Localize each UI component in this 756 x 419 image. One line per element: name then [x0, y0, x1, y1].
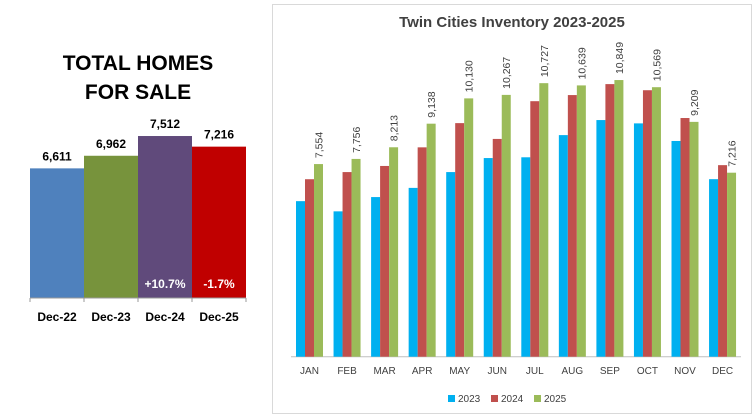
bar-JUL-2024 — [530, 101, 540, 357]
x-tick-label: SEP — [600, 366, 620, 377]
legend-label: 2024 — [501, 394, 524, 405]
bar-SEP-2023 — [596, 120, 606, 357]
x-tick-label: FEB — [337, 366, 357, 377]
bar-FEB-2024 — [342, 172, 352, 357]
x-tick-label: MAR — [373, 366, 395, 377]
data-label: 9,209 — [689, 89, 701, 115]
data-label: 10,727 — [539, 45, 551, 77]
bar-Dec-23 — [84, 155, 138, 298]
left-chart-title: FOR SALE — [85, 81, 191, 104]
bar-NOV-2023 — [671, 140, 681, 357]
x-tick-label: JUN — [488, 366, 507, 377]
bar-MAY-2023 — [446, 172, 456, 357]
legend-label: 2023 — [458, 394, 481, 405]
x-tick-label: MAY — [449, 366, 470, 377]
x-tick-label: Dec-23 — [91, 310, 131, 324]
bar-APR-2023 — [408, 187, 418, 357]
bar-OCT-2024 — [642, 90, 652, 357]
change-annotation: +10.7% — [144, 277, 185, 291]
data-label: 7,512 — [150, 117, 180, 131]
bar-MAR-2023 — [371, 197, 381, 357]
x-tick-label: DEC — [712, 366, 733, 377]
bar-JUN-2023 — [483, 158, 493, 357]
bar-Dec-25 — [192, 146, 246, 298]
x-tick-label: AUG — [562, 366, 584, 377]
bar-Dec-24 — [138, 136, 192, 298]
data-label: 10,849 — [614, 42, 626, 74]
bar-APR-2024 — [417, 147, 427, 357]
right-chart-title: Twin Cities Inventory 2023-2025 — [399, 14, 625, 31]
bar-NOV-2024 — [680, 118, 690, 357]
bar-AUG-2023 — [558, 135, 568, 357]
bar-JUL-2023 — [521, 157, 531, 357]
bar-MAY-2025 — [464, 98, 474, 357]
data-label: 6,611 — [42, 149, 72, 163]
bar-JAN-2024 — [305, 179, 314, 357]
bar-Dec-22 — [30, 168, 84, 298]
x-tick-label: Dec-25 — [199, 310, 239, 324]
bar-JUL-2025 — [539, 83, 549, 357]
bar-SEP-2024 — [605, 84, 615, 357]
bar-OCT-2023 — [633, 123, 643, 357]
bar-OCT-2025 — [651, 87, 661, 357]
bar-SEP-2025 — [614, 80, 624, 357]
bar-JAN-2023 — [296, 201, 305, 357]
legend-label: 2025 — [544, 394, 567, 405]
bar-DEC-2025 — [727, 172, 737, 357]
data-label: 10,267 — [501, 57, 513, 89]
bar-JUN-2025 — [501, 94, 511, 357]
x-tick-label: NOV — [674, 366, 696, 377]
data-label: 7,554 — [314, 132, 326, 158]
x-tick-label: APR — [412, 366, 433, 377]
bar-MAR-2024 — [380, 165, 390, 357]
bar-AUG-2025 — [576, 85, 586, 357]
data-label: 10,569 — [651, 49, 663, 81]
right-chart-panel — [272, 4, 752, 414]
bar-DEC-2024 — [718, 165, 728, 357]
x-tick-label: Dec-24 — [145, 310, 185, 324]
bar-MAR-2025 — [389, 147, 399, 357]
bar-JUN-2024 — [492, 138, 502, 357]
x-tick-label: Dec-22 — [37, 310, 77, 324]
change-annotation: -1.7% — [203, 277, 235, 291]
x-tick-label: OCT — [637, 366, 658, 377]
legend-swatch-2023 — [448, 395, 455, 402]
data-label: 8,213 — [389, 115, 401, 141]
data-label: 9,138 — [426, 91, 438, 117]
left-chart-title: TOTAL HOMES — [63, 52, 214, 75]
data-label: 6,962 — [96, 137, 126, 151]
bar-NOV-2025 — [689, 121, 699, 357]
bar-APR-2025 — [426, 123, 436, 357]
bar-JAN-2025 — [314, 164, 323, 357]
data-label: 7,756 — [351, 126, 363, 152]
bar-FEB-2025 — [351, 158, 361, 357]
bar-MAY-2024 — [455, 123, 465, 357]
legend-swatch-2024 — [491, 395, 498, 402]
bar-FEB-2023 — [333, 211, 343, 357]
x-tick-label: JAN — [300, 366, 319, 377]
x-tick-label: JUL — [526, 366, 544, 377]
legend-swatch-2025 — [534, 395, 541, 402]
bar-AUG-2024 — [567, 95, 577, 357]
data-label: 10,639 — [576, 47, 588, 79]
bar-DEC-2023 — [709, 179, 719, 357]
data-label: 7,216 — [727, 140, 739, 166]
data-label: 7,216 — [204, 128, 234, 142]
data-label: 10,130 — [464, 60, 476, 92]
